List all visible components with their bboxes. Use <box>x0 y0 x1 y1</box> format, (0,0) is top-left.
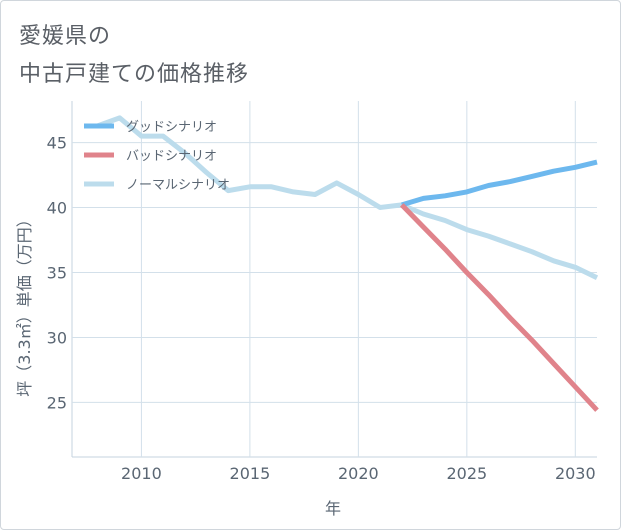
legend-item-1[interactable]: バッドシナリオ <box>84 149 217 164</box>
series-layer <box>97 115 599 412</box>
x-axis-label: 年 <box>325 499 341 518</box>
legend-item-2[interactable]: ノーマルシナリオ <box>84 178 230 193</box>
x-tick-label: 2010 <box>121 464 162 483</box>
legend-label: グッドシナリオ <box>126 120 217 135</box>
x-tick-labels: 2010 2015 2020 2025 2030 <box>121 464 596 483</box>
x-tick-label: 2015 <box>230 464 271 483</box>
series-line-2 <box>97 115 599 280</box>
chart-title-line-1: 愛媛県の <box>19 24 112 49</box>
chart-title-line-2: 中古戸建ての価格推移 <box>19 62 250 87</box>
y-tick-labels: 25 30 35 40 45 <box>47 134 67 413</box>
y-tick-label: 40 <box>47 199 67 218</box>
x-tick-label: 2030 <box>555 464 596 483</box>
series-line-1 <box>400 203 599 412</box>
y-axis-label: 坪（3.3㎡）単価（万円） <box>15 211 34 396</box>
y-tick-label: 25 <box>47 393 67 412</box>
legend-label: バッドシナリオ <box>126 149 217 164</box>
y-tick-label: 30 <box>47 328 67 347</box>
grid <box>71 101 597 458</box>
legend-label: ノーマルシナリオ <box>126 178 230 193</box>
x-tick-label: 2025 <box>446 464 487 483</box>
y-tick-label: 45 <box>47 134 67 153</box>
y-tick-label: 35 <box>47 264 67 283</box>
legend-item-0[interactable]: グッドシナリオ <box>84 120 217 135</box>
series-line-0 <box>401 159 598 208</box>
x-tick-label: 2020 <box>338 464 379 483</box>
